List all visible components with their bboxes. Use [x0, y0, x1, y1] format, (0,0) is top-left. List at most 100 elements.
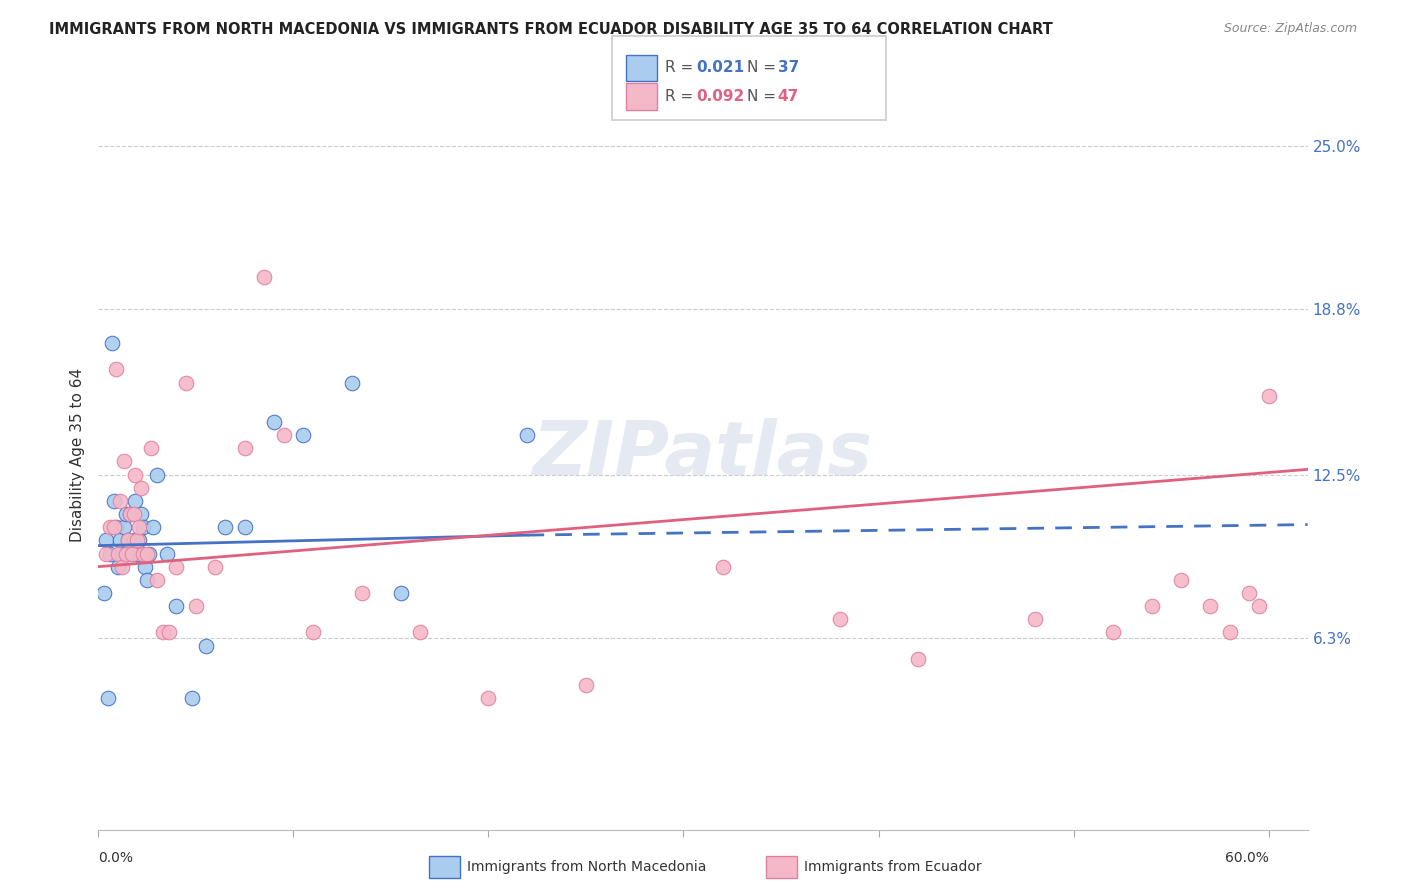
Point	[122, 533, 145, 548]
Point	[907, 651, 929, 665]
Point	[138, 547, 160, 561]
Point	[292, 428, 315, 442]
Point	[132, 520, 155, 534]
Point	[302, 625, 325, 640]
Point	[117, 533, 139, 548]
Point	[139, 442, 162, 456]
Point	[233, 520, 256, 534]
Text: N =: N =	[747, 89, 780, 104]
Point	[1140, 599, 1163, 613]
Point	[184, 599, 207, 613]
Point	[165, 599, 187, 613]
Y-axis label: Disability Age 35 to 64: Disability Age 35 to 64	[69, 368, 84, 542]
Point	[128, 520, 150, 534]
Text: 0.0%: 0.0%	[98, 851, 134, 864]
Point	[127, 533, 149, 548]
Point	[1219, 625, 1241, 640]
Text: 0.092: 0.092	[696, 89, 744, 104]
Point	[136, 573, 159, 587]
Point	[127, 547, 149, 561]
Point	[1247, 599, 1270, 613]
Text: Immigrants from Ecuador: Immigrants from Ecuador	[804, 860, 981, 874]
Text: Immigrants from North Macedonia: Immigrants from North Macedonia	[467, 860, 706, 874]
Point	[111, 547, 134, 561]
Point	[273, 428, 295, 442]
Point	[131, 507, 153, 521]
Point	[122, 507, 145, 521]
Point	[124, 467, 146, 482]
Point	[117, 533, 139, 548]
Point	[108, 533, 131, 548]
Point	[114, 547, 136, 561]
Point	[214, 520, 236, 534]
Point	[128, 533, 150, 548]
Text: IMMIGRANTS FROM NORTH MACEDONIA VS IMMIGRANTS FROM ECUADOR DISABILITY AGE 35 TO : IMMIGRANTS FROM NORTH MACEDONIA VS IMMIG…	[49, 22, 1053, 37]
Point	[103, 520, 125, 534]
Point	[1024, 612, 1046, 626]
Point	[111, 559, 134, 574]
Point	[350, 586, 373, 600]
Point	[157, 625, 180, 640]
Point	[112, 520, 135, 534]
Point	[131, 481, 153, 495]
Point	[103, 494, 125, 508]
Text: ZIPatlas: ZIPatlas	[533, 418, 873, 491]
Point	[124, 494, 146, 508]
Point	[711, 559, 734, 574]
Point	[1101, 625, 1123, 640]
Text: R =: R =	[665, 61, 699, 76]
Point	[204, 559, 226, 574]
Point	[142, 520, 165, 534]
Point	[121, 547, 143, 561]
Point	[1237, 586, 1260, 600]
Point	[828, 612, 851, 626]
Point	[409, 625, 432, 640]
Point	[263, 415, 285, 429]
Point	[575, 678, 598, 692]
Point	[96, 547, 118, 561]
Text: 47: 47	[778, 89, 799, 104]
Point	[1170, 573, 1192, 587]
Point	[1257, 389, 1279, 403]
Point	[97, 691, 120, 706]
Point	[118, 507, 141, 521]
Point	[118, 507, 141, 521]
Text: 0.021: 0.021	[696, 61, 744, 76]
Point	[340, 376, 363, 390]
Point	[98, 520, 121, 534]
Text: 37: 37	[778, 61, 799, 76]
Point	[108, 494, 131, 508]
Point	[104, 362, 127, 376]
Point	[98, 547, 121, 561]
Point	[104, 520, 127, 534]
Point	[121, 547, 143, 561]
Point	[96, 533, 118, 548]
Point	[253, 270, 276, 285]
Point	[132, 547, 155, 561]
Point	[112, 454, 135, 468]
Point	[107, 547, 129, 561]
Point	[389, 586, 412, 600]
Point	[1199, 599, 1222, 613]
Point	[136, 547, 159, 561]
Text: 60.0%: 60.0%	[1225, 851, 1268, 864]
Point	[146, 467, 169, 482]
Point	[165, 559, 187, 574]
Point	[114, 507, 136, 521]
Point	[152, 625, 174, 640]
Point	[477, 691, 499, 706]
Point	[93, 586, 115, 600]
Point	[174, 376, 197, 390]
Text: Source: ZipAtlas.com: Source: ZipAtlas.com	[1223, 22, 1357, 36]
Point	[233, 442, 256, 456]
Point	[134, 559, 156, 574]
Text: N =: N =	[747, 61, 780, 76]
Point	[107, 559, 129, 574]
Text: R =: R =	[665, 89, 699, 104]
Point	[101, 336, 124, 351]
Point	[146, 573, 169, 587]
Point	[181, 691, 204, 706]
Point	[156, 547, 179, 561]
Point	[516, 428, 538, 442]
Point	[194, 639, 217, 653]
